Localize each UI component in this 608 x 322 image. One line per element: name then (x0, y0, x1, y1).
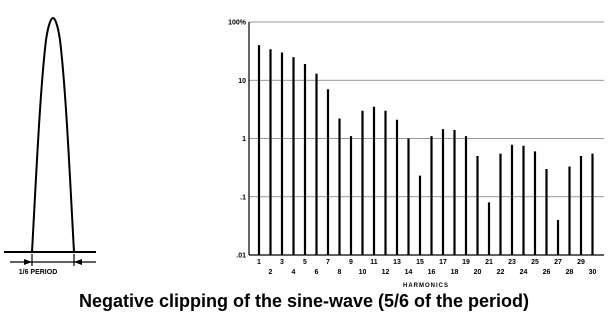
x-tick-label: 20 (474, 269, 482, 276)
x-tick-label: 8 (338, 269, 342, 276)
x-tick-label: 14 (405, 269, 413, 276)
x-tick-label: 10 (359, 269, 367, 276)
y-tick-label: 100% (228, 20, 247, 27)
y-tick-labels: .01 .1 1 10 100% (228, 20, 247, 260)
x-tick-label: 13 (393, 259, 401, 266)
x-tick-label: 17 (439, 259, 447, 266)
x-tick-label: 22 (497, 269, 505, 276)
x-tick-label: 19 (462, 259, 470, 266)
x-tick-label: 28 (566, 269, 574, 276)
x-tick-label: 6 (315, 269, 319, 276)
x-tick-label: 27 (554, 259, 562, 266)
y-grid (249, 21, 604, 256)
period-dimension-arrow (10, 254, 96, 266)
x-tick-label: 9 (349, 259, 353, 266)
x-tick-label: 15 (416, 259, 424, 266)
y-tick-label: .01 (236, 253, 246, 260)
x-tick-label: 3 (280, 259, 284, 266)
x-tick-label: 7 (326, 259, 330, 266)
x-tick-label: 2 (269, 269, 273, 276)
waveform-panel: 1/6 PERIOD (4, 16, 96, 276)
x-tick-labels: 1234567891011121314151617181920212223242… (257, 259, 596, 276)
x-tick-label: 21 (485, 259, 493, 266)
x-tick-label: 26 (543, 269, 551, 276)
period-label: 1/6 PERIOD (19, 269, 58, 276)
waveform-pulse (31, 16, 75, 253)
bars (257, 45, 594, 255)
x-tick-label: 1 (257, 259, 261, 266)
x-tick-label: 25 (531, 259, 539, 266)
x-tick-label: 29 (577, 259, 585, 266)
caption: Negative clipping of the sine-wave (5/6 … (78, 291, 530, 311)
x-axis-label: HARMONICS (403, 283, 449, 289)
x-tick-label: 24 (520, 269, 528, 276)
x-tick-label: 11 (370, 259, 378, 266)
y-tick-label: .1 (240, 194, 246, 201)
x-tick-label: 5 (303, 259, 307, 266)
y-tick-label: 1 (242, 136, 246, 143)
x-tick-label: 4 (292, 269, 296, 276)
x-tick-label: 16 (428, 269, 436, 276)
x-tick-label: 12 (382, 269, 390, 276)
x-tick-label: 23 (508, 259, 516, 266)
x-tick-label: 18 (451, 269, 459, 276)
y-tick-label: 10 (238, 78, 246, 85)
x-tick-label: 30 (589, 269, 597, 276)
